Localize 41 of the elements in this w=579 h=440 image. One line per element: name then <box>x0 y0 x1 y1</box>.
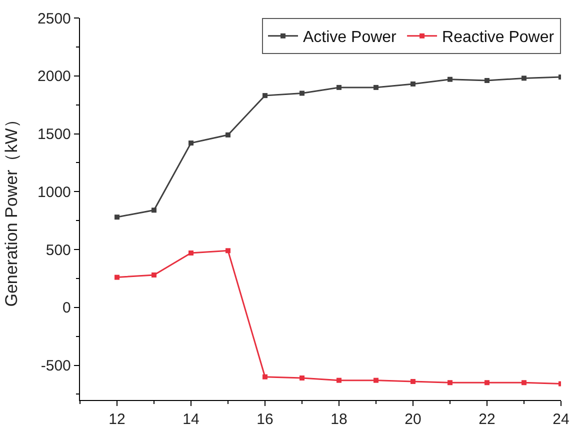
x-tick-label: 12 <box>108 411 126 428</box>
x-tick-label: 24 <box>552 411 570 428</box>
point <box>114 214 120 220</box>
legend-label: Active Power <box>303 29 398 46</box>
point <box>336 378 342 383</box>
y-tick-label: 1000 <box>38 184 71 201</box>
x-tick-label: 14 <box>182 411 200 428</box>
point <box>484 380 490 386</box>
point <box>374 378 378 383</box>
y-tick-label: 500 <box>46 242 71 259</box>
x-tick-label: 22 <box>478 411 496 428</box>
point <box>226 248 230 254</box>
point <box>188 250 194 256</box>
point <box>300 376 304 381</box>
y-tick-label: 2500 <box>38 10 71 28</box>
point <box>152 208 156 213</box>
point <box>484 78 490 84</box>
point <box>448 76 452 82</box>
y-tick-label: 2000 <box>38 68 71 86</box>
point <box>262 374 268 380</box>
point <box>188 140 194 146</box>
point <box>114 274 120 280</box>
point <box>522 76 526 81</box>
y-tick-label: 1500 <box>38 126 71 144</box>
point <box>410 378 416 384</box>
y-axis-title: Generation Power（kW） <box>2 111 22 307</box>
point <box>410 81 416 86</box>
y-tick-label: 0 <box>62 300 71 317</box>
legend-label: Reactive Power <box>442 29 555 46</box>
x-tick-label: 20 <box>404 411 422 428</box>
y-tick-label: -500 <box>40 358 71 375</box>
x-tick-label: 18 <box>330 411 348 428</box>
point <box>336 84 342 90</box>
x-tick-label: 16 <box>256 411 274 428</box>
point <box>262 93 268 98</box>
point <box>226 132 230 138</box>
point <box>448 380 452 386</box>
point <box>522 380 526 386</box>
point <box>152 272 156 278</box>
point <box>300 90 304 96</box>
point <box>374 84 378 90</box>
